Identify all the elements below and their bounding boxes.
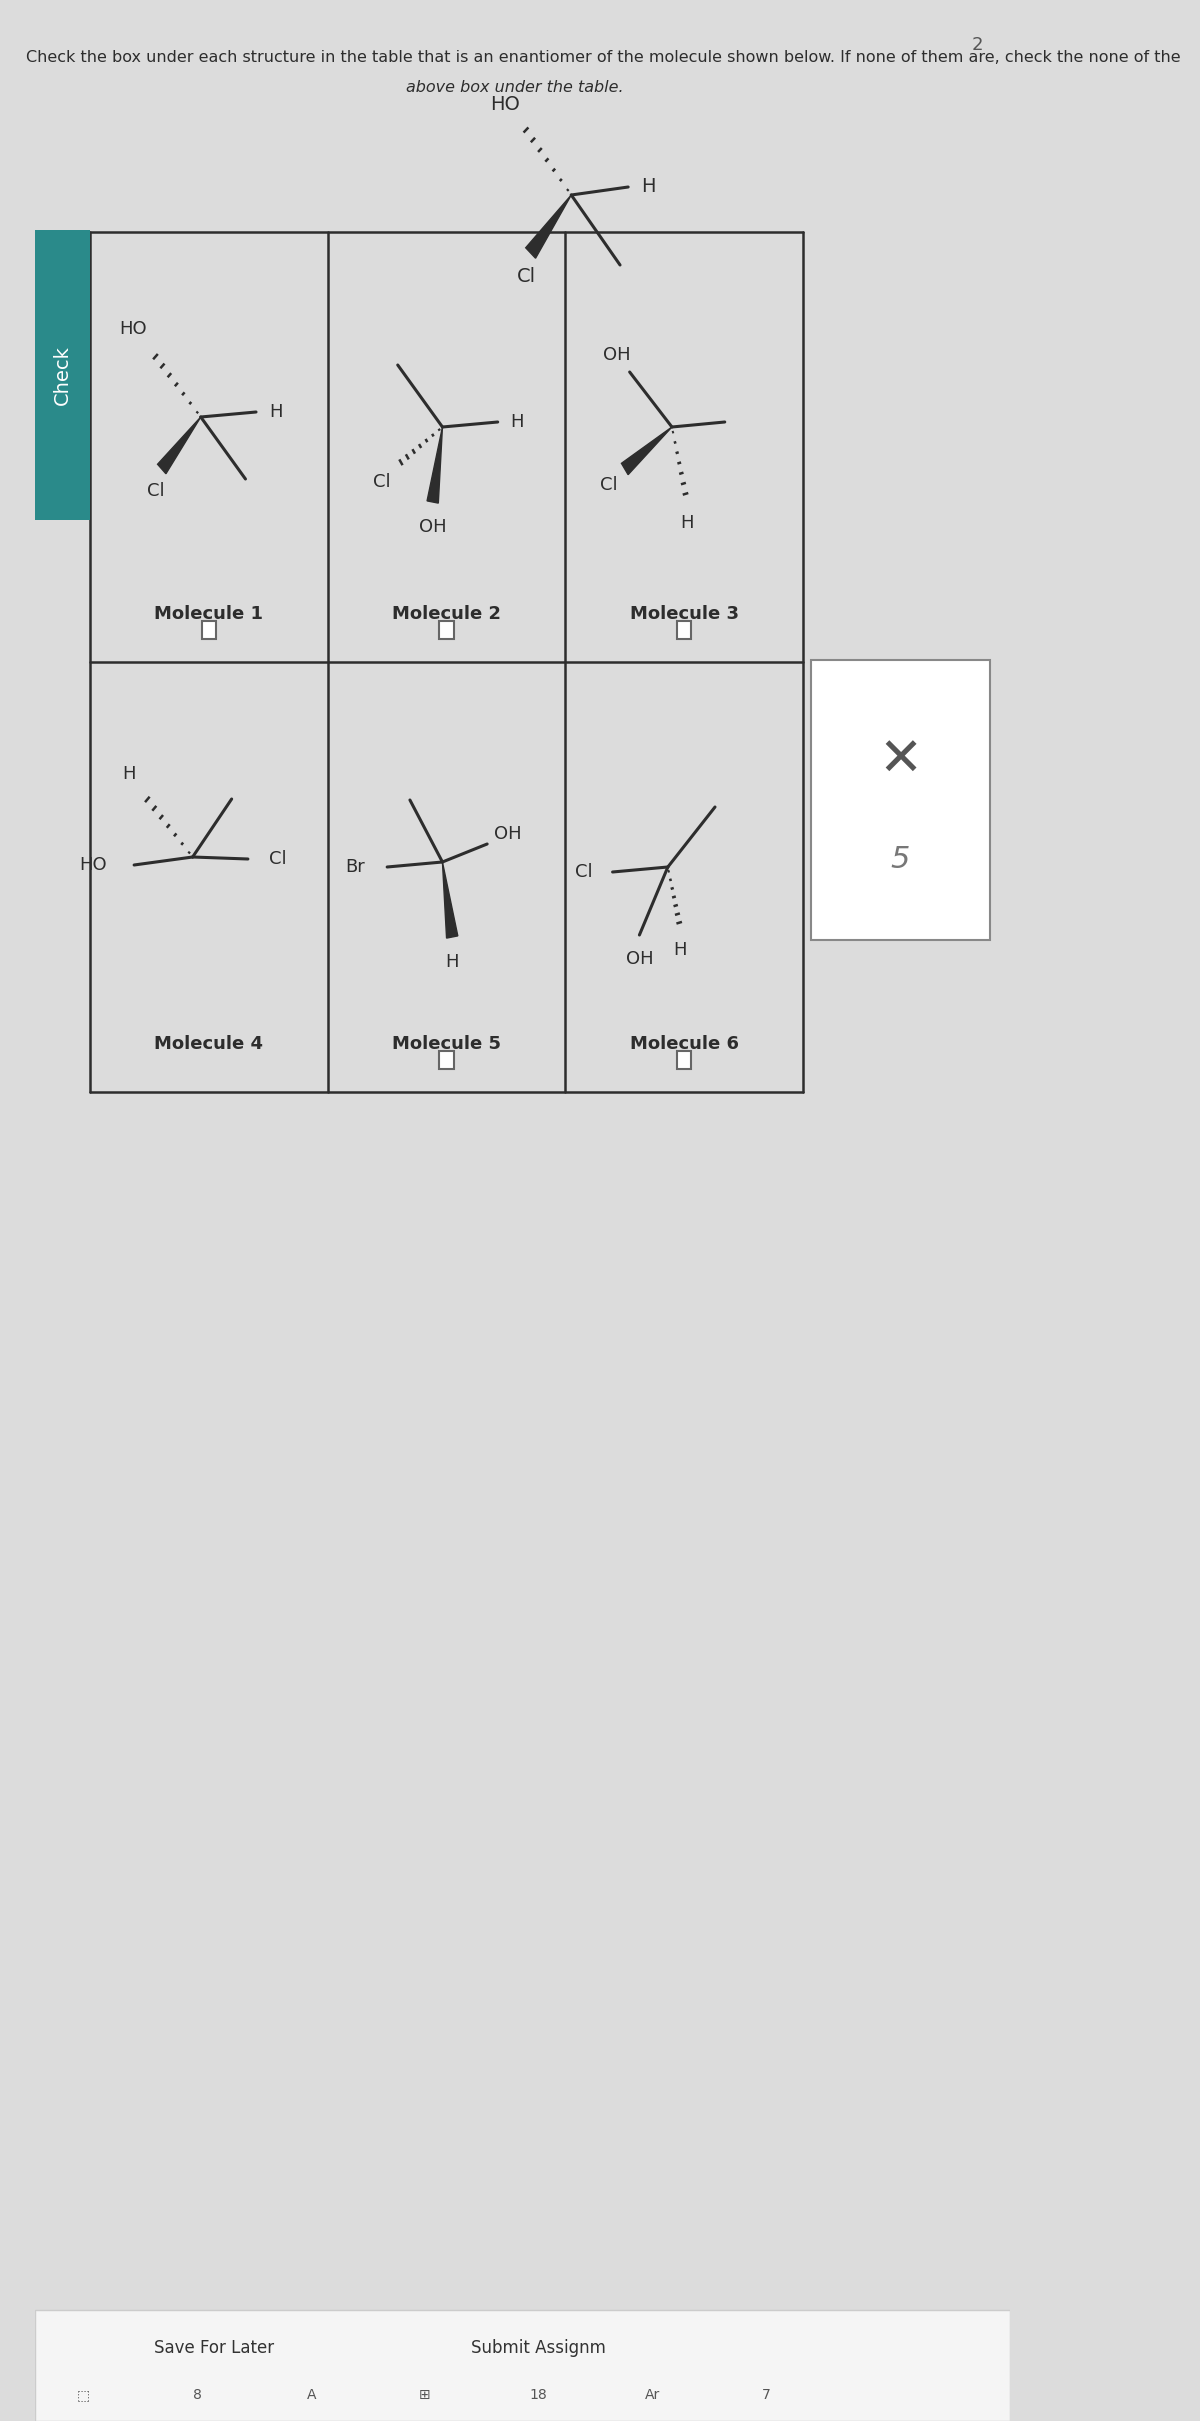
- Text: above box under the table.: above box under the table.: [406, 80, 623, 94]
- Text: OH: OH: [419, 518, 446, 535]
- Text: Cl: Cl: [517, 266, 536, 286]
- Polygon shape: [157, 416, 200, 475]
- Text: Check the box under each structure in the table that is an enantiomer of the mol: Check the box under each structure in th…: [26, 51, 1181, 65]
- Text: Cl: Cl: [600, 477, 617, 494]
- Polygon shape: [443, 862, 458, 937]
- Text: 18: 18: [530, 2387, 547, 2402]
- Text: Check: Check: [53, 346, 72, 404]
- Bar: [811, 661, 990, 939]
- Text: 2: 2: [972, 36, 984, 53]
- Text: Ar: Ar: [644, 2387, 660, 2402]
- Text: ⊞: ⊞: [419, 2387, 431, 2402]
- Bar: [677, 622, 691, 639]
- Polygon shape: [622, 426, 672, 475]
- Text: H: H: [445, 954, 458, 971]
- Text: H: H: [680, 513, 694, 533]
- Text: A: A: [306, 2387, 316, 2402]
- Text: Molecule 1: Molecule 1: [155, 605, 263, 622]
- Text: H: H: [673, 942, 686, 959]
- Text: Molecule 6: Molecule 6: [630, 1036, 739, 1053]
- Text: HO: HO: [120, 320, 148, 339]
- Text: HO: HO: [79, 857, 107, 874]
- Text: Molecule 3: Molecule 3: [630, 605, 739, 622]
- Text: 5: 5: [890, 845, 910, 874]
- Text: ✕: ✕: [878, 734, 923, 787]
- Text: Cl: Cl: [269, 850, 287, 869]
- Text: OH: OH: [625, 949, 653, 968]
- Text: H: H: [269, 402, 282, 421]
- Bar: [439, 622, 454, 639]
- Text: Cl: Cl: [148, 482, 164, 501]
- Text: Molecule 2: Molecule 2: [392, 605, 502, 622]
- Text: H: H: [122, 765, 136, 782]
- Bar: [202, 622, 216, 639]
- Text: Cl: Cl: [576, 862, 593, 881]
- Text: Molecule 4: Molecule 4: [155, 1036, 263, 1053]
- Bar: [677, 1051, 691, 1070]
- Text: Submit Assignm: Submit Assignm: [472, 2339, 606, 2358]
- Text: OH: OH: [602, 346, 630, 363]
- Text: Save For Later: Save For Later: [154, 2339, 274, 2358]
- Polygon shape: [427, 426, 443, 504]
- Bar: [35, 2310, 1010, 2421]
- Text: 8: 8: [193, 2387, 202, 2402]
- Text: OH: OH: [493, 826, 521, 843]
- Text: 7: 7: [762, 2387, 770, 2402]
- Text: HO: HO: [490, 94, 520, 114]
- Text: H: H: [641, 177, 655, 196]
- Bar: [35, 230, 90, 521]
- Bar: [439, 1051, 454, 1070]
- Text: ⬚: ⬚: [77, 2387, 90, 2402]
- Text: Cl: Cl: [373, 472, 390, 491]
- Text: Molecule 5: Molecule 5: [392, 1036, 502, 1053]
- Polygon shape: [526, 196, 571, 259]
- Text: H: H: [510, 414, 524, 431]
- Text: Br: Br: [346, 857, 365, 876]
